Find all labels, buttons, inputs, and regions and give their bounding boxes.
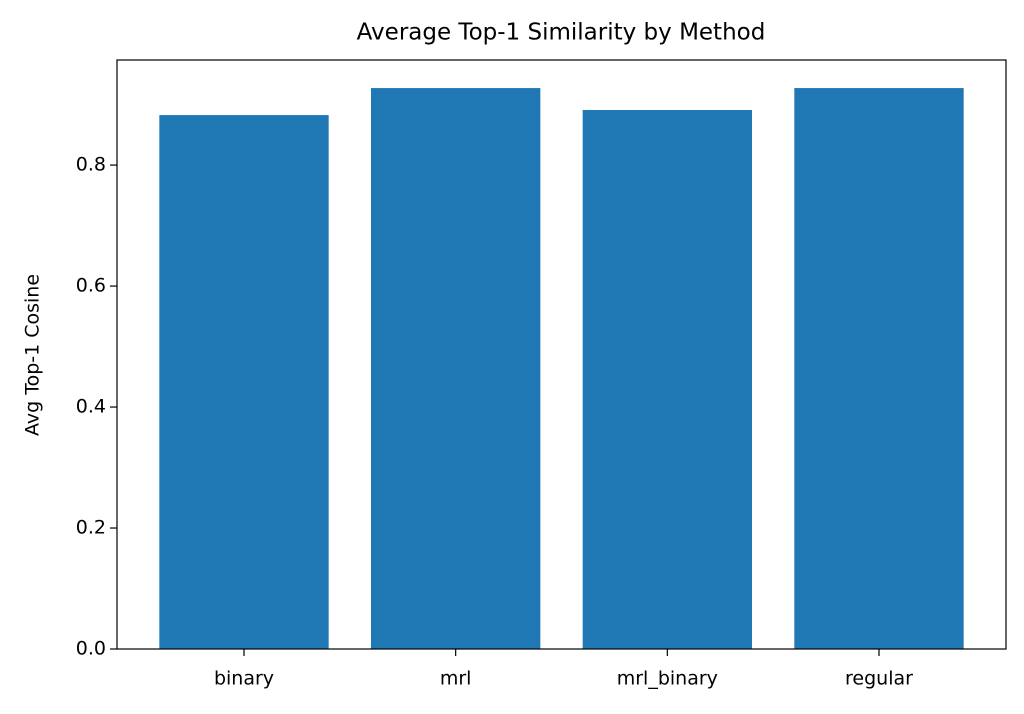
- y-tick-label: 0.8: [76, 154, 106, 176]
- bar: [371, 88, 541, 650]
- bar: [159, 115, 329, 649]
- y-tick-label: 0.0: [76, 638, 106, 660]
- x-tick-label: mrl_binary: [617, 668, 718, 690]
- x-tick-label: regular: [845, 668, 913, 690]
- chart-title: Average Top-1 Similarity by Method: [357, 20, 766, 46]
- bar: [794, 88, 964, 650]
- x-tick-label: binary: [214, 668, 274, 690]
- plot-frame: [116, 59, 1007, 650]
- y-tick-label: 0.4: [76, 396, 106, 418]
- bar: [582, 110, 752, 649]
- x-tick-label: mrl: [440, 668, 472, 690]
- y-axis-label: Avg Top-1 Cosine: [22, 274, 44, 436]
- y-tick-label: 0.6: [76, 275, 106, 297]
- y-tick-label: 0.2: [76, 517, 106, 539]
